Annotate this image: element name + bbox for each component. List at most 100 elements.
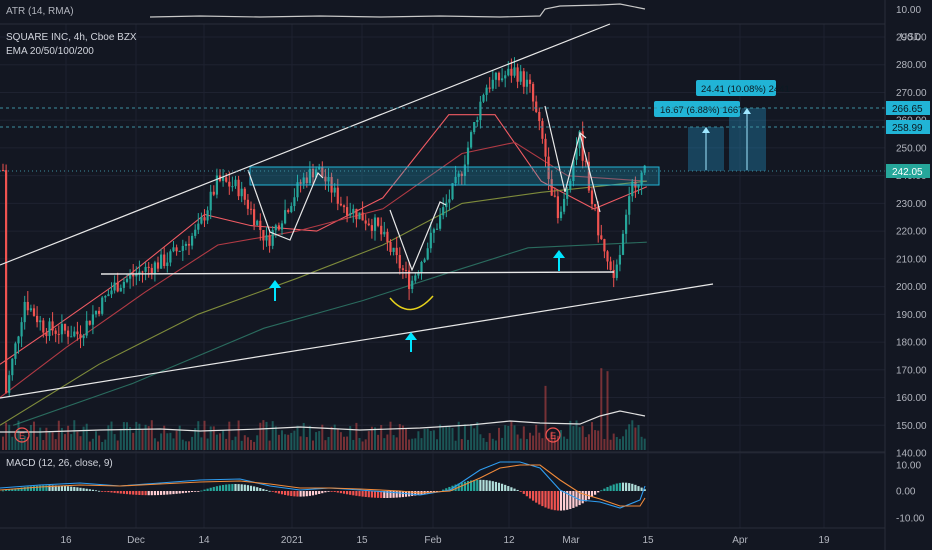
candle-body [587, 161, 590, 191]
candle-body [94, 310, 98, 315]
volume-bar [57, 420, 60, 450]
support-line[interactable] [100, 271, 615, 275]
volume-bar [470, 424, 473, 450]
volume-bar [587, 434, 590, 450]
candle-body [63, 323, 67, 331]
volume-bar [228, 421, 231, 450]
macd-hist-bar [231, 484, 234, 491]
macd-hist-bar [5, 489, 8, 491]
candle-body [401, 268, 404, 270]
up-arrow-icon[interactable] [405, 332, 417, 352]
volume-bar [625, 429, 628, 450]
macd-hist-bar [172, 491, 175, 495]
macd-hist-bar [497, 482, 501, 491]
up-arrow-icon[interactable] [553, 250, 565, 271]
macd-hist-bar [98, 490, 101, 492]
pattern-path[interactable] [579, 133, 601, 213]
macd-hist-bar [532, 491, 535, 501]
macd-hist-bar [237, 484, 240, 491]
measure-tool[interactable]: 24.41 (10.08%) 2441 16.67 (6.88%) 1667 [654, 80, 790, 171]
macd-hist-bar [414, 491, 417, 496]
volume-bar [85, 423, 88, 450]
candle-body [383, 231, 386, 235]
volume-bar [442, 427, 445, 450]
macd-hist-bar [222, 484, 225, 491]
volume-bar [256, 435, 259, 450]
volume-bar [529, 432, 531, 450]
resistance-zone[interactable] [249, 166, 660, 186]
macd-hist-bar [336, 491, 339, 493]
volume-bar [374, 427, 376, 450]
macd-hist-bar [1, 490, 5, 492]
macd-hist-bar [70, 486, 73, 491]
macd-hist-bar [26, 486, 29, 491]
up-arrow-icon[interactable] [269, 280, 281, 301]
candle-body [594, 204, 597, 207]
macd-hist-bar [39, 485, 42, 491]
grid [0, 24, 885, 528]
price-tick-label: 230.00 [896, 199, 927, 210]
candle-body [302, 177, 305, 184]
macd-hist-bar [308, 491, 311, 496]
earnings-marker[interactable]: E [545, 427, 561, 443]
volume-bar [346, 436, 349, 450]
macd-hist-bar [268, 490, 271, 492]
candle-body [637, 184, 640, 188]
cup-curve[interactable] [389, 295, 434, 311]
ema-title: EMA 20/50/100/200 [6, 46, 94, 57]
volume-bar [178, 425, 181, 450]
candle-body [240, 188, 243, 197]
svg-text:242.05: 242.05 [892, 167, 923, 178]
macd-hist-bar [175, 491, 178, 494]
volume-bar [194, 428, 197, 450]
volume-bar [119, 428, 122, 450]
pattern-path[interactable] [389, 201, 447, 272]
macd-tick-label: -10.00 [896, 514, 925, 525]
macd-hist-bar [510, 487, 513, 491]
macd-hist-bar [17, 487, 20, 491]
measure-box-large[interactable] [696, 80, 776, 96]
candle-body [423, 259, 426, 262]
measure-box-small[interactable] [654, 101, 740, 117]
volume-bar [594, 430, 597, 450]
atr-pane: ATR (14, RMA) 10.00 [0, 3, 921, 25]
candle-body [606, 251, 609, 262]
macd-hist-bar [364, 491, 367, 497]
volume-bar [463, 424, 466, 450]
candle-body [125, 278, 129, 282]
volume-bar [436, 439, 438, 450]
upper-trendline[interactable] [0, 23, 611, 266]
macd-line [0, 461, 646, 509]
lower-trendline[interactable] [0, 283, 714, 399]
candle-body [566, 189, 569, 199]
macd-hist-bar [60, 485, 63, 491]
macd-hist-bar [284, 491, 287, 495]
volume-bar [76, 431, 79, 450]
volume-bar [95, 431, 97, 450]
volume-bar [634, 427, 637, 450]
volume-bar [91, 438, 94, 450]
volume-bar [525, 439, 528, 450]
pattern-path[interactable] [544, 105, 587, 193]
symbol-title: SQUARE INC, 4h, Cboe BZX [6, 32, 137, 43]
macd-hist-bar [625, 482, 628, 491]
macd-hist-bar [637, 486, 640, 491]
macd-hist-bar [94, 490, 98, 492]
macd-hist-bar [476, 479, 479, 491]
candle-body [504, 75, 507, 79]
pattern-path[interactable] [247, 169, 324, 241]
time-axis[interactable]: 16 Dec 14 2021 15 Feb 12 Mar 15 Apr 19 [60, 535, 830, 546]
volume-bar [200, 437, 203, 450]
macd-hist-bar [494, 481, 497, 491]
volume-bar [560, 430, 562, 450]
earnings-marker[interactable]: E [14, 427, 30, 443]
volume-bar [597, 430, 600, 450]
candle-body [110, 290, 113, 295]
volume-bar [259, 422, 262, 450]
macd-hist-bar [76, 487, 79, 491]
macd-hist-bar [377, 491, 380, 498]
macd-hist-bar [160, 491, 163, 495]
candle-body [5, 170, 8, 393]
candle-body [132, 274, 135, 277]
